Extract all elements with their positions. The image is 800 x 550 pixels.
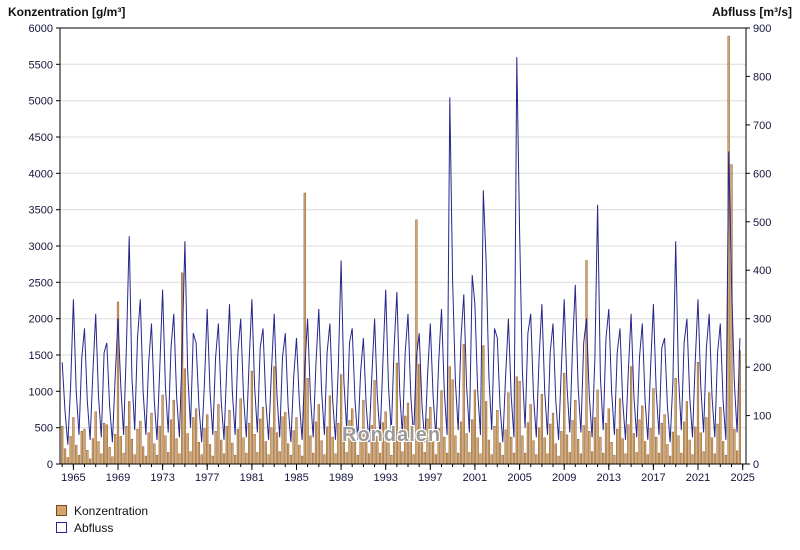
grid-lines [60,27,746,429]
svg-text:700: 700 [753,120,771,132]
svg-text:6000: 6000 [29,23,53,35]
svg-text:1981: 1981 [240,472,264,484]
watermark: Rondalen [342,424,442,446]
legend-item-abfluss: Abfluss [56,519,148,536]
abfluss-line [61,57,741,445]
konzentration-swatch-icon [56,505,67,516]
svg-text:1993: 1993 [373,472,397,484]
svg-text:3000: 3000 [29,241,53,253]
svg-text:200: 200 [753,362,771,374]
svg-text:900: 900 [753,23,771,35]
svg-text:2001: 2001 [463,472,487,484]
x-axis-ticks: 1965 1969 1973 1977 1981 1985 1989 1993 1997 2001… [61,464,755,484]
svg-text:500: 500 [753,217,771,229]
svg-text:100: 100 [753,411,771,423]
svg-text:600: 600 [753,168,771,180]
svg-text:2025: 2025 [730,472,754,484]
svg-text:2000: 2000 [29,314,53,326]
abfluss-swatch-icon [56,522,67,533]
y-axis-left-ticks: 0 500 1000 1500 2000 2500 3000 3500 4000 4500 5000… [29,23,60,471]
svg-text:4500: 4500 [29,132,53,144]
svg-text:1500: 1500 [29,350,53,362]
right-axis-title: Abfluss [m³/s] [711,5,792,19]
svg-text:500: 500 [35,423,53,435]
svg-text:2017: 2017 [641,472,665,484]
svg-text:1000: 1000 [29,386,53,398]
y-axis-right-ticks: 0 100 200 300 400 500 600 700 800 900 [746,23,771,471]
legend-label-konzentration: Konzentration [74,503,149,518]
svg-text:800: 800 [753,71,771,83]
svg-text:2500: 2500 [29,277,53,289]
svg-text:2013: 2013 [597,472,621,484]
svg-text:1965: 1965 [61,472,85,484]
svg-text:5500: 5500 [29,59,53,71]
svg-text:1977: 1977 [195,472,219,484]
svg-text:2009: 2009 [552,472,576,484]
svg-text:4000: 4000 [29,168,53,180]
legend-label-abfluss: Abfluss [74,520,114,535]
svg-text:300: 300 [753,314,771,326]
svg-text:0: 0 [47,459,53,471]
legend-item-konzentration: Konzentration [56,502,148,519]
svg-text:1997: 1997 [418,472,442,484]
svg-text:3500: 3500 [29,205,53,217]
svg-text:0: 0 [753,459,759,471]
legend: Konzentration Abfluss [56,502,148,536]
svg-text:5000: 5000 [29,96,53,108]
svg-text:400: 400 [753,265,771,277]
svg-text:1989: 1989 [329,472,353,484]
svg-text:2005: 2005 [507,472,531,484]
svg-text:1969: 1969 [106,472,130,484]
plot-svg: 0500100015002000250030003500400045005000… [29,23,772,484]
svg-text:2021: 2021 [686,472,710,484]
left-axis-title: Konzentration [g/m³] [8,5,126,19]
svg-text:1973: 1973 [150,472,174,484]
svg-text:1985: 1985 [284,472,308,484]
